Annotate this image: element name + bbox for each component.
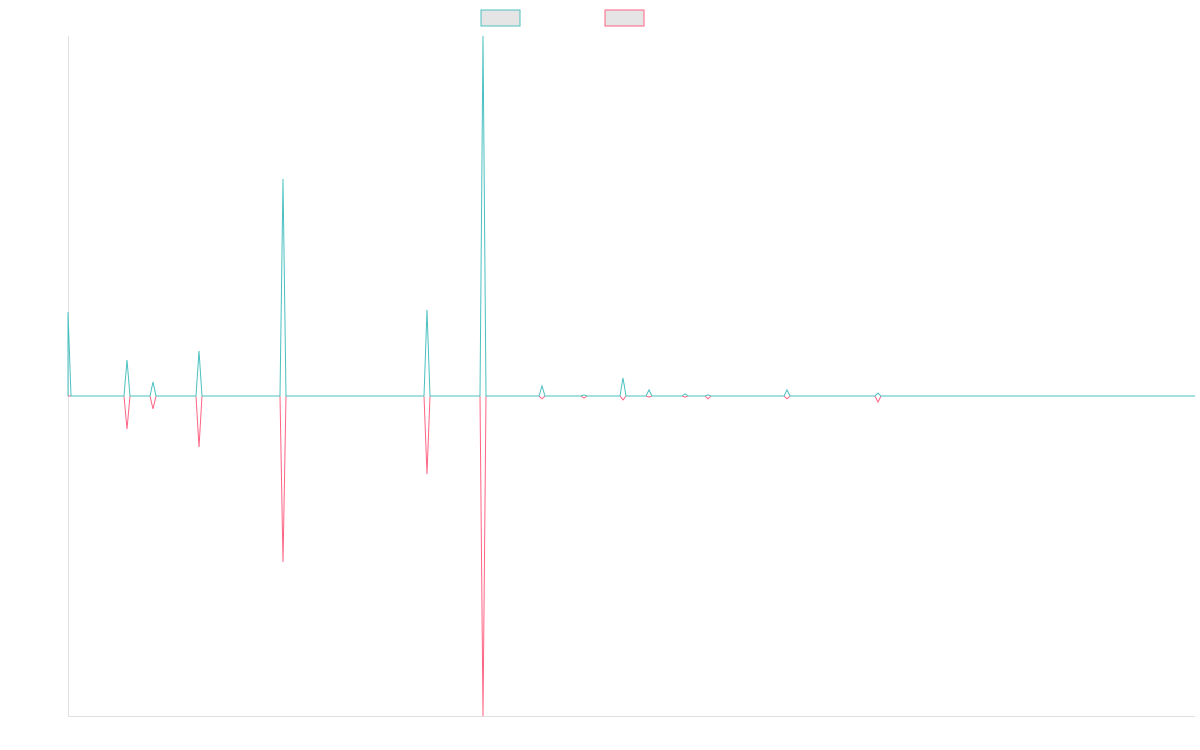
legend-swatch-2[interactable] bbox=[604, 9, 645, 27]
legend bbox=[480, 9, 645, 27]
legend-swatch-1[interactable] bbox=[480, 9, 521, 27]
series-line-1 bbox=[67, 35, 1195, 397]
series-group bbox=[67, 35, 1195, 717]
series-line-2 bbox=[68, 395, 1195, 717]
